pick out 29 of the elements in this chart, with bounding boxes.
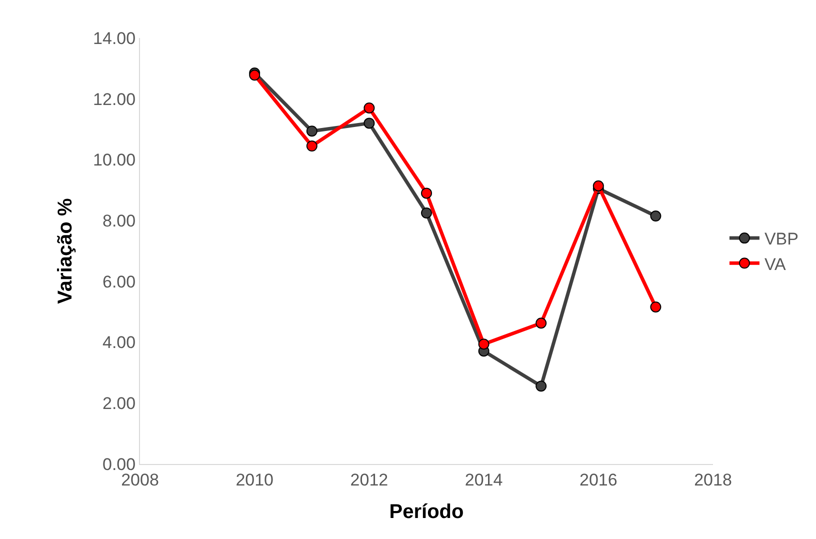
y-tick-label: 2.00 (102, 394, 136, 414)
y-tick-label: 4.00 (102, 333, 136, 352)
x-axis-title: Período (389, 500, 464, 523)
point (536, 318, 547, 329)
x-tick-label: 2018 (694, 470, 732, 490)
point (421, 188, 432, 199)
y-tick-label: 6.00 (102, 272, 136, 292)
x-tick-label: 2012 (350, 470, 388, 490)
x-tick-label: 2016 (579, 470, 618, 490)
point (364, 118, 375, 129)
point (306, 126, 318, 137)
point (249, 70, 260, 81)
point (592, 180, 604, 192)
legend-label: VA (764, 254, 787, 274)
x-tick-label: 2010 (236, 470, 274, 490)
y-tick-label: 14.00 (93, 28, 136, 48)
point (536, 380, 547, 392)
y-tick-label: 10.00 (93, 150, 136, 170)
y-axis-title: Variação % (54, 198, 77, 304)
point (364, 102, 375, 114)
point (306, 140, 318, 152)
point (650, 301, 662, 312)
point (650, 210, 662, 222)
x-tick-label: 2014 (464, 470, 503, 490)
point (478, 338, 490, 350)
legend-label: VBP (764, 230, 798, 249)
y-tick-label: 12.00 (93, 90, 136, 109)
y-tick-label: 8.00 (102, 212, 136, 231)
point (421, 207, 432, 218)
